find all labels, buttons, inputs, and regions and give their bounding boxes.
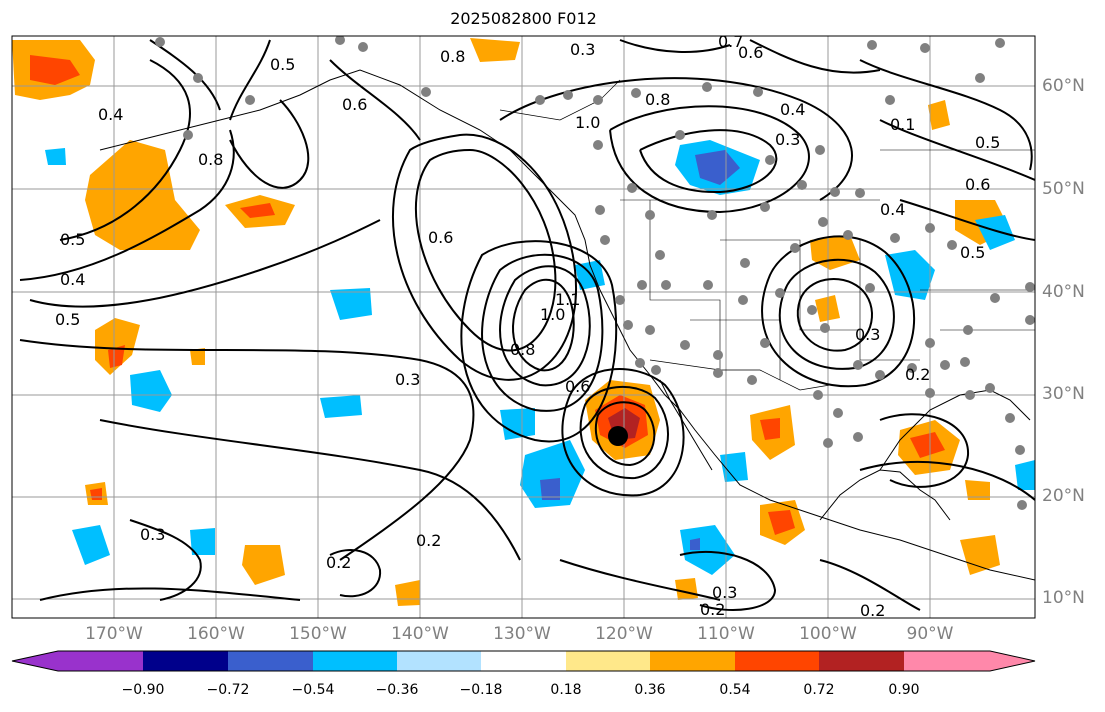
contour-label: 1.1	[555, 290, 580, 309]
contour-label: 0.6	[965, 175, 990, 194]
contour-label: 0.8	[440, 47, 465, 66]
contour-label: 0.5	[55, 310, 80, 329]
colorbar-segment	[397, 651, 481, 671]
contour-label: 0.7	[718, 32, 743, 51]
colorbar-segment	[566, 651, 650, 671]
colorbar-segment	[228, 651, 313, 671]
contour-label: 0.4	[780, 100, 805, 119]
contour-label: 0.5	[960, 243, 985, 262]
colorbar-tick-label: 0.18	[550, 682, 582, 698]
lon-label-150w: 150°W	[289, 624, 347, 644]
contour-label: 0.1	[890, 115, 915, 134]
colorbar	[11, 650, 1036, 672]
contour-label: 0.8	[198, 150, 223, 169]
colorbar-segment	[904, 651, 1035, 671]
contour-label-group: 0.5 0.8 0.6 0.7 0.3 0.6 0.4 0.8 0.5 0.4 …	[55, 32, 1000, 620]
colorbar-segment	[313, 651, 397, 671]
lon-label-140w: 140°W	[391, 624, 449, 644]
lon-label-120w: 120°W	[595, 624, 653, 644]
colorbar-tick-label: 0.72	[803, 682, 835, 698]
lat-label-60n: 60°N	[1042, 76, 1085, 96]
colorbar-segment	[735, 651, 819, 671]
map-panel: 0.5 0.8 0.6 0.7 0.3 0.6 0.4 0.8 0.5 0.4 …	[11, 32, 1036, 620]
lon-label-100w: 100°W	[799, 624, 857, 644]
contour-label: 0.3	[855, 325, 880, 344]
lat-label-40n: 40°N	[1042, 282, 1085, 302]
lon-label-170w: 170°W	[85, 624, 143, 644]
contour-label: 0.2	[905, 365, 930, 384]
contour-label: 0.4	[880, 200, 905, 219]
contour-label: 0.2	[860, 601, 885, 620]
colorbar-segment	[819, 651, 904, 671]
contour-label: 0.5	[270, 55, 295, 74]
contour-label: 0.6	[738, 43, 763, 62]
contour-label: 0.8	[510, 340, 535, 359]
contour-label: 0.4	[60, 270, 85, 289]
colorbar-tick-label: −0.72	[206, 682, 250, 698]
lat-label-50n: 50°N	[1042, 179, 1085, 199]
colorbar-segment	[650, 651, 735, 671]
colorbar-tick-label: −0.54	[291, 682, 335, 698]
colorbar-segment	[481, 651, 566, 671]
colorbar-segment	[12, 651, 143, 671]
contour-label: 0.3	[712, 583, 737, 602]
colorbar-border	[11, 650, 1036, 672]
lon-label-90w: 90°W	[906, 624, 954, 644]
contour-label: 0.3	[570, 40, 595, 59]
contour-label: 0.2	[700, 600, 725, 619]
contour-label: 0.2	[416, 531, 441, 550]
contour-label: 0.5	[60, 230, 85, 249]
contour-label: 0.3	[140, 525, 165, 544]
map-title: 2025082800 F012	[450, 9, 597, 28]
contour-label: 0.6	[342, 95, 367, 114]
lat-label-20n: 20°N	[1042, 486, 1085, 506]
contour-label: 0.8	[645, 90, 670, 109]
colorbar-tick-label: −0.36	[375, 682, 419, 698]
station-dots	[155, 36, 1035, 510]
lon-label-160w: 160°W	[187, 624, 245, 644]
positive-shading	[12, 38, 1010, 606]
colorbar-segment	[143, 651, 228, 671]
contour-label: 0.3	[395, 370, 420, 389]
lon-label-110w: 110°W	[697, 624, 755, 644]
map-frame	[11, 35, 1036, 619]
colorbar-tick-label: 0.54	[719, 682, 751, 698]
contour-label: 0.2	[326, 553, 351, 572]
colorbar-tick-label: 0.90	[888, 682, 920, 698]
lon-label-130w: 130°W	[493, 624, 551, 644]
lat-label-10n: 10°N	[1042, 588, 1085, 608]
contour-lines	[19, 39, 1035, 611]
contour-label: 0.6	[565, 377, 590, 396]
colorbar-tick-label: −0.90	[121, 682, 165, 698]
colorbar-segments	[11, 650, 1036, 672]
contour-label: 0.3	[775, 130, 800, 149]
contour-label: 1.0	[540, 305, 565, 324]
map-background	[12, 36, 1035, 618]
contour-label: 0.4	[98, 105, 123, 124]
storm-center-marker	[608, 426, 628, 446]
lat-label-30n: 30°N	[1042, 384, 1085, 404]
colorbar-tick-label: −0.18	[459, 682, 503, 698]
contour-label: 0.5	[975, 133, 1000, 152]
contour-label: 0.6	[428, 228, 453, 247]
contour-label: 1.0	[575, 113, 600, 132]
colorbar-tick-label: 0.36	[634, 682, 666, 698]
